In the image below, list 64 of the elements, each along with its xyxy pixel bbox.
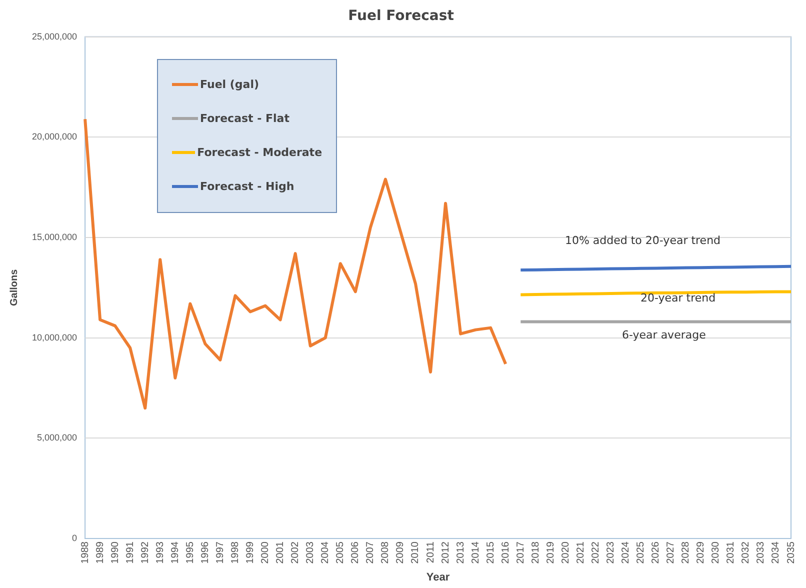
x-tick-label: 1998 [230,541,241,564]
chart-title: Fuel Forecast [348,8,454,24]
x-tick-label: 2017 [515,541,526,564]
x-tick-label: 2026 [650,541,662,564]
x-tick-label: 1994 [170,541,181,564]
x-tick-label: 2032 [740,541,752,564]
x-tick-label: 2020 [560,541,572,564]
x-tick-label: 1995 [184,541,196,564]
y-tick-label: 15,000,000 [32,232,78,242]
y-tick-label: 0 [72,533,78,544]
legend-label: Forecast - Flat [200,112,290,126]
x-tick-label: 1990 [110,541,121,564]
annotation: 20-year trend [640,292,716,305]
y-tick-label: 25,000,000 [32,31,78,42]
x-tick-label: 2028 [680,541,692,564]
x-axis-title: Year [426,571,450,584]
x-tick-label: 2006 [350,541,362,564]
x-tick-label: 2011 [425,541,436,564]
x-tick-label: 2031 [726,541,737,564]
x-tick-label: 2027 [666,541,677,564]
y-axis-title: Gallons [8,268,20,306]
x-tick-label: 2005 [335,541,346,564]
x-tick-label: 1996 [200,541,211,564]
x-tick-label: 2010 [410,541,422,564]
x-tick-label: 1991 [124,541,136,564]
x-tick-label: 2033 [756,541,767,564]
x-tick-label: 2000 [260,541,272,564]
y-tick-label: 20,000,000 [32,132,78,142]
x-tick-label: 1988 [80,541,91,564]
x-tick-label: 2013 [455,541,466,564]
x-tick-label: 2024 [620,541,632,564]
annotation: 10% added to 20-year trend [564,234,721,247]
x-tick-label: 2012 [440,541,452,564]
y-tick-label: 10,000,000 [32,332,78,342]
x-tick-label: 2029 [696,541,707,564]
legend-label: Fuel (gal) [200,78,260,92]
x-tick-label: 2018 [530,541,542,564]
x-tick-label: 2019 [545,541,556,564]
x-tick-label: 2009 [395,541,406,564]
x-tick-label: 2001 [275,541,286,564]
x-tick-label: 2023 [606,541,617,564]
x-tick-label: 2035 [786,541,797,564]
legend-label: Forecast - High [200,180,294,194]
x-tick-label: 1993 [154,541,166,564]
x-tick-label: 2016 [500,541,512,564]
x-tick-label: 2003 [305,541,316,564]
legend-label: Forecast - Moderate [197,146,322,160]
x-tick-label: 2007 [365,541,376,564]
x-tick-label: 2022 [590,541,602,564]
x-tick-label: 2034 [770,541,782,564]
x-tick-label: 1992 [140,541,151,564]
x-tick-label: 2030 [710,541,722,564]
x-tick-label: 2002 [290,541,302,564]
x-tick-label: 1989 [94,541,106,564]
x-tick-label: 1997 [214,541,226,564]
x-tick-label: 2021 [575,541,586,564]
y-tick-label: 5,000,000 [36,432,78,443]
x-tick-label: 2014 [470,541,482,564]
x-tick-label: 2008 [380,541,392,564]
x-tick-label: 1999 [245,541,256,564]
x-tick-label: 2025 [636,541,647,564]
annotation: 6-year average [622,328,706,342]
x-tick-label: 2015 [485,541,496,564]
x-tick-label: 2004 [320,541,332,564]
